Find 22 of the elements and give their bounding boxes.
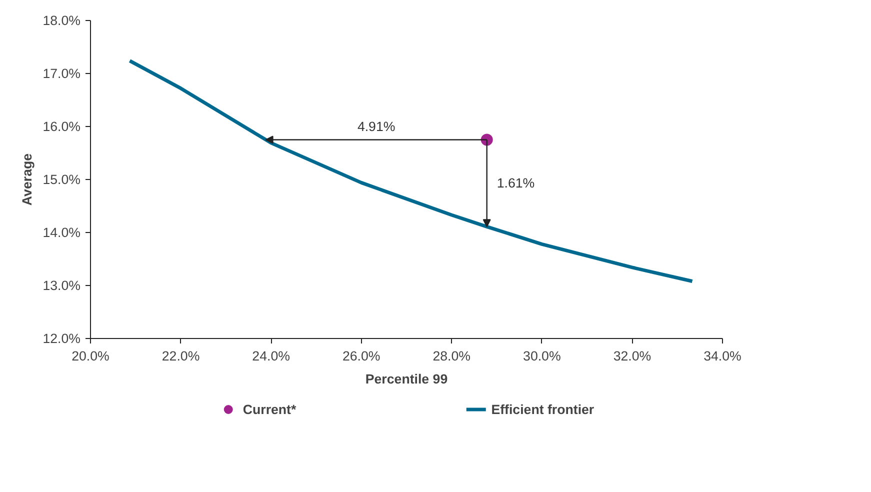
x-tick-label: 22.0% (162, 348, 200, 364)
x-axis-title: Percentile 99 (365, 372, 448, 386)
legend-label: Current* (242, 402, 296, 416)
y-tick-label: 12.0% (42, 331, 81, 346)
y-axis-title: Average (20, 153, 35, 206)
y-tick-label: 14.0% (42, 225, 81, 240)
x-tick-label: 28.0% (432, 348, 471, 364)
y-tick-label: 16.0% (42, 119, 81, 134)
x-tick-label: 20.0% (72, 348, 110, 364)
annotation: 1.61% (496, 176, 535, 191)
x-tick-label: 34.0% (704, 348, 742, 364)
line-series (128, 59, 694, 284)
legend-label: Efficient frontier (491, 402, 594, 416)
y-tick-label: 13.0% (42, 278, 81, 293)
annotation: 4.91% (357, 118, 396, 134)
x-tick-label: 26.0% (342, 348, 380, 364)
x-tick-label: 30.0% (523, 348, 561, 364)
x-tick-label: 32.0% (613, 348, 652, 364)
x-tick-label: 24.0% (252, 348, 290, 364)
y-tick-label: 17.0% (42, 66, 81, 81)
y-tick-label: 18.0% (42, 13, 81, 28)
y-tick-label: 15.0% (42, 172, 81, 187)
